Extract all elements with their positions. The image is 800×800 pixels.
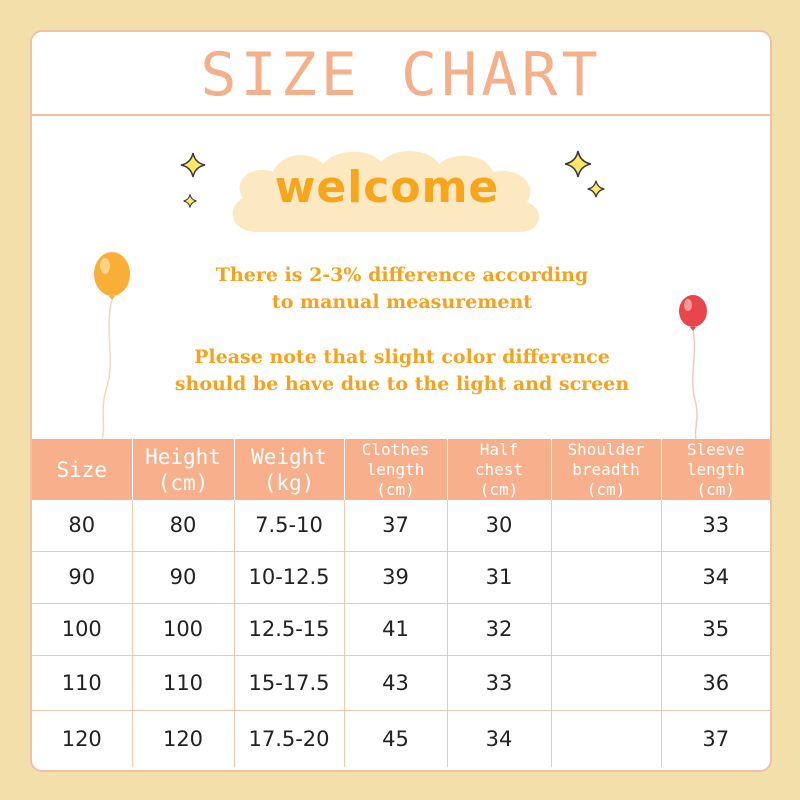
note-line: Please note that slight color difference (194, 346, 610, 368)
cell-height: 110 (132, 655, 235, 711)
size-table: Size Height (cm) Weight (kg) Clothes len… (32, 439, 770, 767)
header-label: Clothes (361, 439, 430, 459)
header-label: length (686, 459, 745, 479)
table-row: 100 100 12.5-15 41 32 35 (32, 603, 770, 656)
welcome-heading: welcome (274, 162, 500, 213)
cell-clothes-length: 43 (344, 655, 448, 711)
table-row: 120 120 17.5-20 45 34 37 (32, 710, 770, 767)
header-unit: (cm) (157, 470, 209, 495)
cell-shoulder-breadth (551, 500, 662, 552)
sparkle-icon (183, 194, 197, 208)
cell-size: 120 (32, 710, 133, 767)
cell-sleeve-length: 37 (702, 726, 730, 751)
cell-height: 80 (132, 500, 235, 552)
cell-weight: 10-12.5 (234, 551, 345, 604)
cell-clothes-length: 37 (344, 500, 448, 552)
cell-size: 90 (32, 551, 133, 604)
header-weight: Weight (kg) (234, 439, 345, 500)
header-shoulder-breadth: Shoulder breadth (cm) (551, 439, 662, 500)
header-label: chest (474, 459, 524, 479)
header-label: Sleeve (686, 439, 745, 459)
measurement-note: There is 2-3% difference according to ma… (112, 262, 692, 316)
cell-weight: 17.5-20 (234, 710, 345, 767)
header-unit: (kg) (263, 470, 315, 495)
header-label: Weight (251, 444, 327, 469)
header-label: Height (145, 444, 221, 469)
cell-sleeve-length: 36 (661, 655, 770, 711)
header-unit: (cm) (696, 479, 736, 499)
header-unit: (cm) (376, 479, 415, 499)
size-chart-card: SIZE CHART welcome There is 2-3% differe… (30, 30, 772, 772)
color-note: Please note that slight color difference… (112, 344, 692, 398)
cell-size: 100 (32, 603, 133, 656)
cell-height: 120 (132, 710, 235, 767)
cell-sleeve-length: 35 (661, 603, 770, 656)
cell-sleeve-length: 34 (661, 551, 770, 604)
cell-clothes-length: 39 (344, 551, 448, 604)
header-unit: (cm) (479, 479, 519, 499)
cloud-icon (232, 150, 540, 233)
header-label: Size (56, 457, 108, 482)
cell-height: 90 (132, 551, 235, 604)
header-clothes-length: Clothes length (cm) (344, 439, 448, 500)
size-table-body: 80 80 7.5-10 37 30 33 90 90 10-12.5 39 31 34 100 100 1… (32, 500, 770, 767)
cell-shoulder-breadth (551, 551, 662, 604)
cell-weight: 12.5-15 (234, 603, 345, 656)
table-row: 90 90 10-12.5 39 31 34 (32, 551, 770, 604)
header-label: length (366, 459, 425, 479)
title-bar: SIZE CHART (32, 32, 770, 116)
sparkle-icon (564, 150, 592, 178)
table-header-row: Size Height (cm) Weight (kg) Clothes len… (32, 439, 770, 500)
header-sleeve-length: Sleeve length (cm) (661, 439, 770, 500)
cell-shoulder-breadth (551, 655, 662, 711)
header-label: breadth (572, 459, 640, 479)
cell-size: 80 (32, 500, 133, 552)
sparkle-icon (180, 152, 206, 178)
page-title: SIZE CHART (200, 40, 602, 110)
cell-shoulder-breadth (551, 603, 662, 656)
table-row: 80 80 7.5-10 37 30 33 (32, 500, 770, 552)
cell-weight: 7.5-10 (234, 500, 345, 552)
header-half-chest: Half chest (cm) (447, 439, 552, 500)
note-line: to manual measurement (271, 291, 533, 313)
cell-half-chest: 30 (447, 500, 552, 552)
cell-shoulder-breadth (551, 710, 662, 767)
cell-height: 100 (132, 603, 235, 656)
note-line: should be have due to the light and scre… (174, 373, 630, 395)
note-line: There is 2-3% difference according (215, 264, 589, 286)
cell-clothes-length: 45 (344, 710, 448, 767)
table-row: 110 110 15-17.5 43 33 36 (32, 655, 770, 711)
cell-clothes-length: 41 (344, 603, 448, 656)
red-balloon-icon (679, 295, 707, 440)
header-label: Shoulder (567, 439, 645, 459)
header-size: Size (32, 439, 133, 500)
cell-half-chest: 32 (447, 603, 552, 656)
cell-half-chest: 34 (447, 710, 552, 767)
header-height: Height (cm) (132, 439, 235, 500)
orange-balloon-icon (94, 252, 130, 440)
cell-size: 110 (32, 655, 133, 711)
header-unit: (cm) (586, 479, 626, 499)
header-label: Half (479, 439, 519, 459)
cell-half-chest: 33 (447, 655, 552, 711)
cell-sleeve-length: 33 (661, 500, 770, 552)
cell-half-chest: 31 (447, 551, 552, 604)
sparkle-icon (587, 180, 605, 198)
cell-weight: 15-17.5 (234, 655, 345, 711)
